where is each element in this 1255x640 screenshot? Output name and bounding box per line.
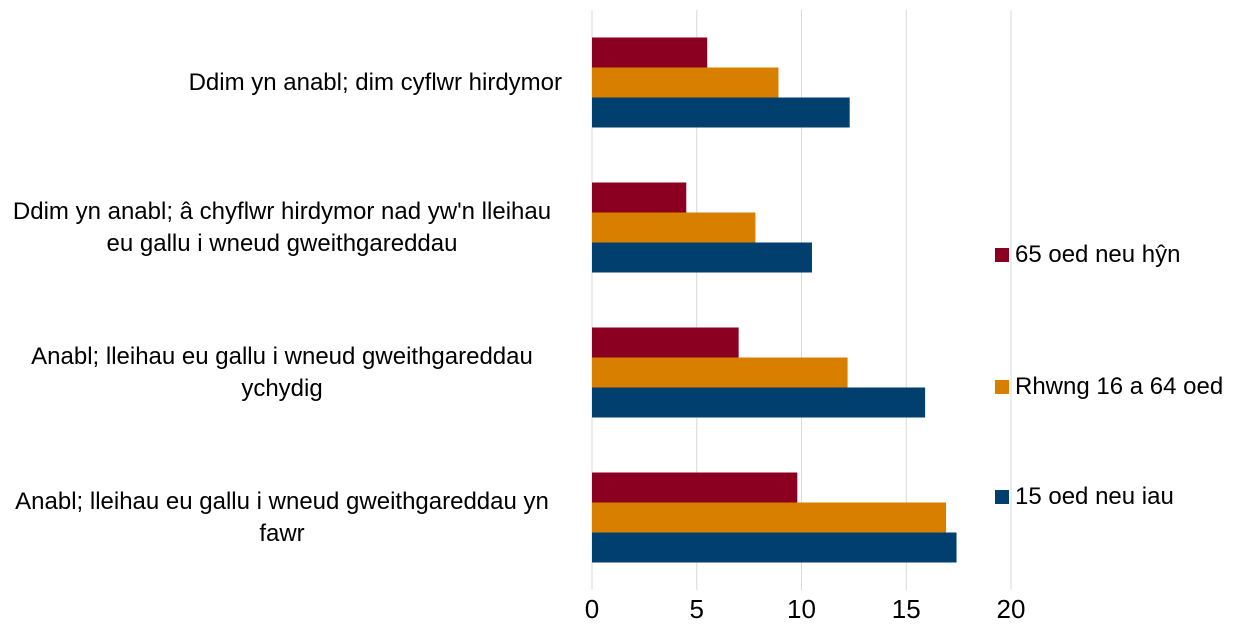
bar [592, 387, 926, 418]
bar [592, 327, 739, 358]
x-tick-label: 15 [891, 594, 921, 624]
bar [592, 357, 848, 388]
legend-label: 65 oed neu hŷn [1015, 241, 1181, 268]
x-tick-label: 20 [996, 594, 1026, 624]
x-tick-label: 0 [584, 594, 600, 624]
bar [592, 37, 708, 68]
bar [592, 532, 957, 563]
legend-item: 65 oed neu hŷn [995, 238, 1235, 272]
bar [592, 182, 687, 213]
bar [592, 97, 850, 128]
legend-item: 15 oed neu iau [995, 480, 1235, 514]
category-label: Ddim yn anabl; dim cyflwr hirdymor [188, 68, 562, 96]
legend-swatch [995, 248, 1009, 262]
x-tick-label: 10 [787, 594, 816, 624]
category-label: Ddim yn anabl; â chyflwr hirdymor nad yw… [12, 197, 552, 257]
legend-label: 15 oed neu iau [1015, 483, 1174, 510]
category-label: Anabl; lleihau eu gallu i wneud gweithga… [15, 487, 549, 547]
legend-swatch [995, 490, 1009, 504]
category-label: Anabl; lleihau eu gallu i wneud gweithga… [31, 342, 533, 402]
legend-label: Rhwng 16 a 64 oed [1015, 373, 1224, 400]
legend-item: Rhwng 16 a 64 oed [995, 370, 1235, 404]
bar [592, 502, 947, 533]
bar [592, 67, 779, 98]
bar [592, 212, 756, 243]
bar [592, 472, 798, 503]
x-tick-label: 5 [689, 594, 704, 624]
bar [592, 242, 812, 273]
legend-swatch [995, 380, 1009, 394]
